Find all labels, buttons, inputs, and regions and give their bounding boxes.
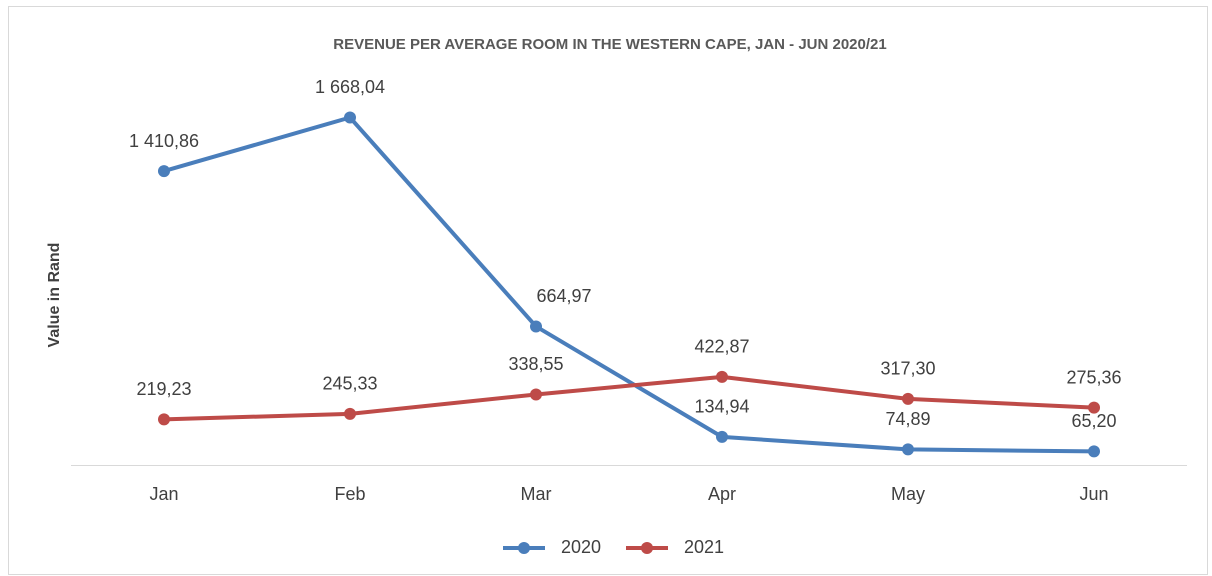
x-tick-label: Jan — [149, 484, 178, 504]
data-point — [158, 165, 170, 178]
data-label: 245,33 — [322, 374, 377, 394]
data-point — [902, 392, 914, 405]
data-point — [530, 320, 542, 333]
data-point — [344, 111, 356, 124]
x-tick-label: May — [891, 484, 925, 504]
data-point — [344, 407, 356, 420]
data-label: 275,36 — [1066, 367, 1121, 387]
x-tick-label: Jun — [1079, 484, 1108, 504]
data-label: 317,30 — [880, 359, 935, 379]
y-axis-label: Value in Rand — [46, 243, 63, 348]
data-point — [902, 443, 914, 456]
legend-marker — [641, 542, 653, 554]
legend-label: 2020 — [561, 537, 601, 557]
data-point — [158, 413, 170, 426]
data-point — [716, 430, 728, 443]
data-label: 338,55 — [508, 354, 563, 374]
data-label: 134,94 — [694, 397, 749, 417]
data-label: 65,20 — [1071, 411, 1116, 431]
data-point — [1088, 445, 1100, 458]
data-label: 1 410,86 — [129, 131, 199, 151]
legend-label: 2021 — [684, 537, 724, 557]
data-label: 422,87 — [694, 337, 749, 357]
data-point — [1088, 401, 1100, 414]
x-tick-label: Apr — [708, 484, 736, 504]
data-label: 664,97 — [536, 286, 591, 306]
chart-title: REVENUE PER AVERAGE ROOM IN THE WESTERN … — [333, 36, 886, 53]
data-point — [716, 370, 728, 383]
legend-marker — [518, 542, 530, 554]
x-tick-label: Mar — [521, 484, 552, 504]
series-line — [163, 374, 1095, 422]
data-point — [530, 388, 542, 401]
x-tick-label: Feb — [334, 484, 365, 504]
chart-border — [8, 6, 1208, 575]
data-label: 1 668,04 — [315, 77, 385, 97]
data-label: 74,89 — [885, 409, 930, 429]
series-line — [163, 115, 1095, 454]
data-label: 219,23 — [136, 379, 191, 399]
